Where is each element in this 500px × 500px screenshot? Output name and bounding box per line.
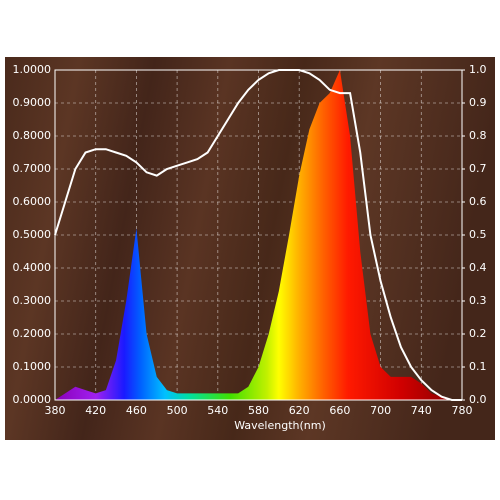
y2-tick-label: 0.7 (469, 162, 487, 175)
x-tick-label: 420 (85, 404, 106, 417)
wood-background (5, 57, 495, 440)
x-tick-label: 740 (411, 404, 432, 417)
y-tick-label: 0.6000 (13, 195, 52, 208)
x-tick-label: 380 (45, 404, 66, 417)
y-tick-label: 0.2000 (13, 327, 52, 340)
x-tick-label: 660 (329, 404, 350, 417)
y-tick-label: 0.8000 (13, 129, 52, 142)
plot-frame (54, 69, 463, 401)
y-tick-label: 0.5000 (13, 228, 52, 241)
y2-tick-label: 0.8 (469, 129, 487, 142)
y2-tick-label: 0.3 (469, 294, 487, 307)
x-tick-label: 500 (167, 404, 188, 417)
y-tick-label: 1.0000 (13, 63, 52, 76)
y-tick-label: 0.1000 (13, 360, 52, 373)
x-tick-label: 700 (370, 404, 391, 417)
response-line (54, 69, 462, 401)
x-tick-label: 780 (452, 404, 473, 417)
y-tick-label: 0.0000 (13, 393, 52, 406)
y2-tick-label: 1.0 (469, 63, 487, 76)
y2-tick-label: 0.0 (469, 393, 487, 406)
y-tick-label: 0.9000 (13, 96, 52, 109)
x-axis-label: Wavelength(nm) (234, 419, 326, 432)
y2-tick-label: 0.9 (469, 96, 487, 109)
y-tick-label: 0.4000 (13, 261, 52, 274)
x-tick-label: 460 (126, 404, 147, 417)
y2-tick-label: 0.1 (469, 360, 487, 373)
y2-tick-label: 0.6 (469, 195, 487, 208)
y2-tick-label: 0.5 (469, 228, 487, 241)
y-tick-label: 0.7000 (13, 162, 52, 175)
spectrum-area (55, 70, 462, 400)
x-tick-label: 540 (207, 404, 228, 417)
x-tick-label: 580 (248, 404, 269, 417)
x-tick-label: 620 (289, 404, 310, 417)
y-tick-label: 0.3000 (13, 294, 52, 307)
y2-tick-label: 0.4 (469, 261, 487, 274)
y2-tick-label: 0.2 (469, 327, 487, 340)
